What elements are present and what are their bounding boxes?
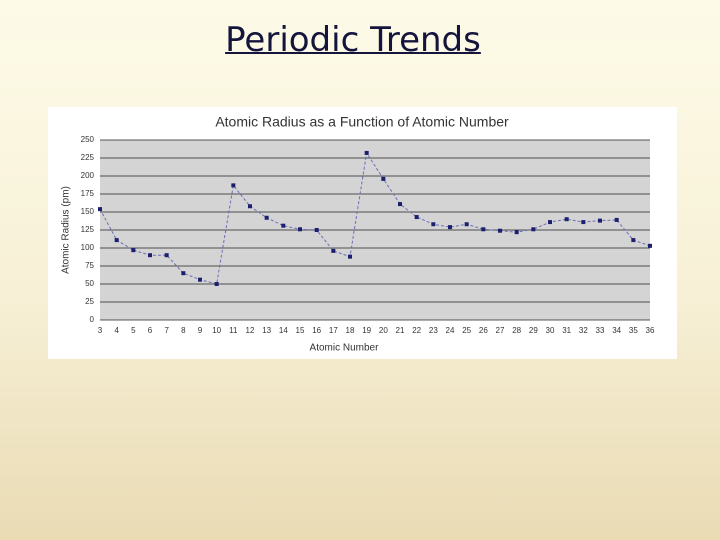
y-tick-label: 150 <box>81 207 95 216</box>
data-point <box>264 215 269 220</box>
chart-title: Atomic Radius as a Function of Atomic Nu… <box>215 114 509 130</box>
data-line <box>99 151 651 285</box>
x-tick-label: 33 <box>596 326 605 335</box>
data-point <box>314 228 319 232</box>
x-tick-label: 5 <box>131 326 136 335</box>
data-point <box>381 176 386 181</box>
data-point <box>214 282 219 286</box>
data-point <box>398 202 402 207</box>
slide-title: Periodic Trends <box>225 20 481 60</box>
x-tick-label: 25 <box>462 326 471 335</box>
data-point <box>114 238 119 243</box>
x-tick-label: 7 <box>164 326 169 335</box>
data-point <box>98 207 102 212</box>
x-tick-label: 32 <box>579 326 588 335</box>
x-tick-label: 10 <box>212 326 221 335</box>
x-tick-label: 31 <box>562 326 571 335</box>
data-point <box>198 277 202 282</box>
x-tick-label: 13 <box>262 326 271 335</box>
y-tick-label: 175 <box>81 189 95 198</box>
y-tick-label: 225 <box>81 153 95 162</box>
x-tick-label: 15 <box>296 326 305 335</box>
x-tick-label: 14 <box>279 326 288 335</box>
data-point <box>181 271 186 276</box>
data-point <box>364 150 369 155</box>
data-point <box>164 253 169 258</box>
x-tick-label: 27 <box>496 326 505 335</box>
data-point <box>131 248 136 253</box>
data-point <box>531 227 536 232</box>
data-point <box>581 220 586 225</box>
y-tick-label: 250 <box>81 135 95 144</box>
data-point <box>431 222 436 227</box>
x-tick-label: 30 <box>546 326 555 335</box>
data-point <box>548 220 552 225</box>
data-point <box>648 243 652 248</box>
x-tick-label: 6 <box>148 326 153 335</box>
data-point <box>331 248 336 253</box>
data-point <box>598 218 602 223</box>
x-tick-label: 20 <box>379 326 388 335</box>
data-point <box>348 254 352 259</box>
x-tick-label: 16 <box>312 326 321 335</box>
data-point <box>281 223 286 228</box>
x-axis-label: Atomic Number <box>310 343 380 354</box>
x-tick-label: 29 <box>529 326 538 335</box>
x-tick-label: 22 <box>412 326 421 335</box>
data-point <box>464 222 469 227</box>
x-tick-label: 4 <box>114 326 119 335</box>
y-tick-label: 200 <box>81 171 95 180</box>
y-axis-label: Atomic Radius (pm) <box>61 186 72 274</box>
y-tick-label: 0 <box>90 315 95 324</box>
data-point <box>298 227 302 232</box>
x-tick-label: 3 <box>98 326 103 335</box>
x-tick-label: 19 <box>362 326 371 335</box>
x-tick-label: 18 <box>346 326 355 335</box>
x-tick-label: 35 <box>629 326 638 335</box>
data-point <box>514 230 519 235</box>
data-point <box>498 228 502 233</box>
y-tick-label: 25 <box>85 297 94 306</box>
x-tick-label: 28 <box>512 326 521 335</box>
x-tick-label: 11 <box>229 326 238 335</box>
data-point <box>414 215 419 220</box>
x-tick-label: 8 <box>181 326 186 335</box>
data-point <box>564 217 569 222</box>
data-point <box>614 217 619 222</box>
x-tick-label: 12 <box>246 326 255 335</box>
x-tick-label: 26 <box>479 326 488 335</box>
x-tick-label: 34 <box>612 326 621 335</box>
x-tick-label: 9 <box>198 326 203 335</box>
data-point <box>231 183 236 188</box>
data-point <box>148 253 152 258</box>
data-point <box>448 225 452 230</box>
x-tick-label: 23 <box>429 326 438 335</box>
y-tick-label: 75 <box>85 261 94 270</box>
data-point <box>481 227 486 232</box>
x-tick-label: 36 <box>646 326 655 335</box>
data-point <box>631 238 636 243</box>
y-tick-label: 100 <box>81 243 95 252</box>
y-tick-label: 50 <box>85 279 94 288</box>
x-tick-label: 17 <box>329 326 338 335</box>
data-point <box>248 204 252 209</box>
y-tick-label: 125 <box>81 225 95 234</box>
x-tick-label: 24 <box>446 326 455 335</box>
x-tick-label: 21 <box>396 326 405 335</box>
